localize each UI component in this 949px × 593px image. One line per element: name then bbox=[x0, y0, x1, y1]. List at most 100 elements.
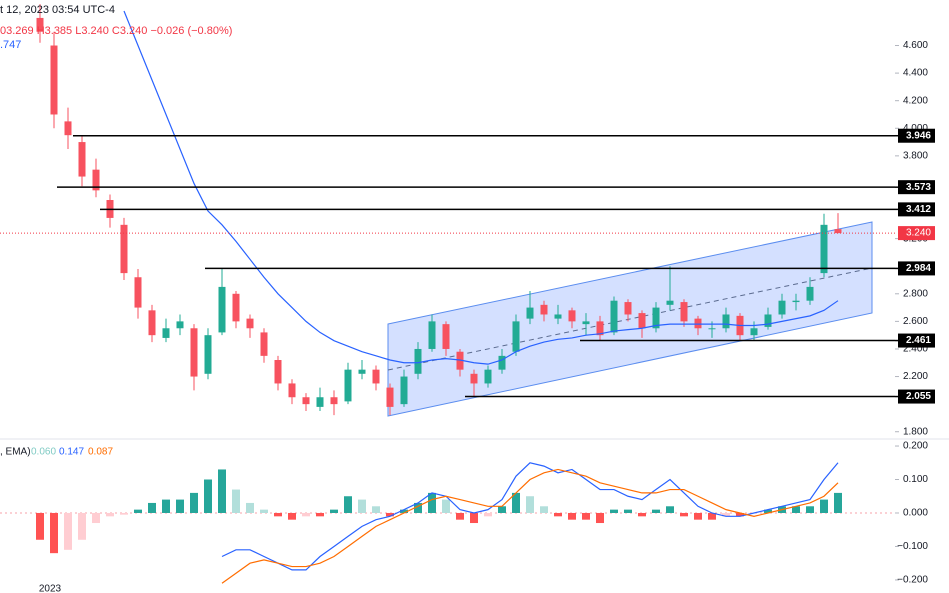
level-label: 2.055 bbox=[906, 391, 931, 402]
candle-body bbox=[456, 351, 464, 370]
histogram-bar bbox=[358, 499, 366, 513]
histogram-bar bbox=[512, 492, 520, 513]
histogram-bar bbox=[680, 512, 688, 517]
candle-body bbox=[652, 307, 660, 329]
histogram-bar bbox=[498, 506, 506, 513]
last-price-label: 3.240 bbox=[906, 228, 931, 239]
histogram-bar bbox=[806, 506, 814, 513]
candle-body bbox=[778, 300, 786, 315]
candle-body bbox=[638, 313, 646, 329]
candle-body bbox=[400, 376, 408, 405]
candle-body bbox=[344, 369, 352, 402]
histogram-bar bbox=[400, 509, 408, 513]
candle-body bbox=[764, 314, 772, 327]
candle-body bbox=[120, 224, 128, 274]
y-tick-label: 0.100 bbox=[903, 474, 928, 485]
candle-body bbox=[596, 321, 604, 336]
y-tick-label: 2.200 bbox=[903, 371, 928, 382]
y-tick-label: −0.200 bbox=[897, 575, 928, 586]
candle-body bbox=[582, 321, 590, 325]
candle-body bbox=[148, 310, 156, 336]
candle-body bbox=[190, 328, 198, 377]
histogram-bar bbox=[484, 512, 492, 517]
histogram-bar bbox=[274, 512, 282, 517]
level-label: 3.573 bbox=[906, 182, 931, 193]
candle-body bbox=[666, 300, 674, 305]
histogram-bar bbox=[652, 509, 660, 513]
histogram-bar bbox=[218, 469, 226, 513]
histogram-bar bbox=[316, 512, 324, 517]
candle-body bbox=[680, 302, 688, 322]
y-tick-label: 4.000 bbox=[903, 123, 928, 134]
candle-body bbox=[624, 302, 632, 315]
histogram-bar bbox=[764, 509, 772, 513]
candle-body bbox=[694, 318, 702, 329]
histogram-bar bbox=[470, 512, 478, 524]
macd-legend-macd: 0.147 bbox=[59, 447, 84, 458]
candle-body bbox=[554, 314, 562, 319]
histogram-bar bbox=[120, 512, 128, 515]
histogram-bar bbox=[414, 502, 422, 513]
candle-body bbox=[260, 332, 268, 356]
histogram-bar bbox=[666, 506, 674, 513]
histogram-bar bbox=[372, 506, 380, 513]
histogram-bar bbox=[344, 496, 352, 513]
candle-body bbox=[442, 324, 450, 349]
candle-body bbox=[820, 224, 828, 274]
last-price-box bbox=[898, 226, 935, 241]
histogram-bar bbox=[624, 509, 632, 513]
candle-body bbox=[512, 321, 520, 352]
candle-body bbox=[232, 293, 240, 322]
histogram-bar bbox=[792, 506, 800, 513]
x-tick-label: 2023 bbox=[39, 584, 62, 593]
level-label: 3.946 bbox=[906, 130, 931, 141]
histogram-bar bbox=[540, 506, 548, 513]
histogram-bar bbox=[162, 499, 170, 513]
histogram-bar bbox=[638, 512, 646, 517]
histogram-bar bbox=[134, 509, 142, 513]
candle-body bbox=[134, 277, 142, 308]
candle-body bbox=[246, 318, 254, 329]
histogram-bar bbox=[232, 489, 240, 513]
y-tick-label: 2.800 bbox=[903, 288, 928, 299]
histogram-bar bbox=[106, 512, 114, 517]
candle-body bbox=[288, 383, 296, 398]
level-label: 3.412 bbox=[906, 204, 931, 215]
candle-body bbox=[526, 307, 534, 319]
header-ohlc: 03.269 H3.385 L3.240 C3.240 −0.026 (−0.8… bbox=[0, 25, 232, 37]
candle-body bbox=[792, 300, 800, 303]
candle-body bbox=[708, 328, 716, 330]
macd-legend-signal: 0.087 bbox=[88, 447, 113, 458]
histogram-bar bbox=[442, 499, 450, 513]
candle-body bbox=[540, 304, 548, 315]
histogram-bar bbox=[568, 512, 576, 520]
histogram-bar bbox=[50, 512, 58, 554]
candle-body bbox=[834, 229, 842, 234]
axes: 4.6004.4004.2004.0003.8003.2002.8002.600… bbox=[895, 40, 935, 586]
candle-body bbox=[358, 369, 366, 374]
candle-body bbox=[470, 373, 478, 384]
y-tick-label: −0.100 bbox=[897, 541, 928, 552]
candle-body bbox=[750, 328, 758, 336]
histogram-bar bbox=[92, 512, 100, 524]
candle-body bbox=[498, 355, 506, 370]
y-tick-label: 0.000 bbox=[903, 508, 928, 519]
candle-body bbox=[806, 286, 814, 301]
histogram-bar bbox=[386, 512, 394, 517]
candle-body bbox=[316, 397, 324, 407]
histogram-bar bbox=[834, 492, 842, 513]
candle-body bbox=[610, 300, 618, 333]
histogram-bar bbox=[36, 512, 44, 540]
histogram-bar bbox=[246, 502, 254, 513]
histogram-bar bbox=[582, 512, 590, 520]
candle-body bbox=[50, 45, 58, 115]
y-tick-label: 2.600 bbox=[903, 316, 928, 327]
histogram-bar bbox=[78, 512, 86, 540]
y-tick-label: 4.400 bbox=[903, 68, 928, 79]
macd-pane bbox=[0, 462, 895, 584]
histogram-bar bbox=[288, 512, 296, 520]
level-label: 2.984 bbox=[906, 263, 931, 274]
level-label-box bbox=[898, 261, 935, 276]
candle-body bbox=[722, 314, 730, 329]
